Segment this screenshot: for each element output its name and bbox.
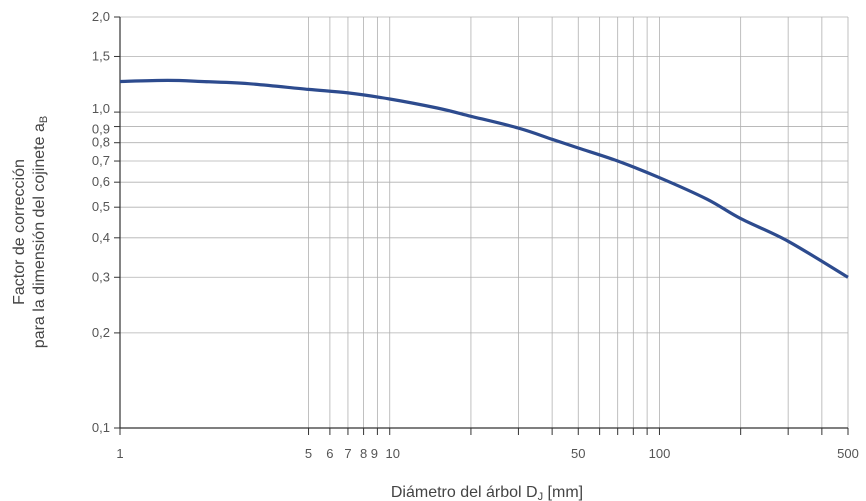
y-tick-label: 2,0: [92, 9, 110, 24]
series-line: [119, 78, 849, 279]
grid-lines: [120, 16, 849, 428]
y-tick-label: 0,9: [92, 122, 110, 137]
x-tick-label: 10: [385, 446, 399, 461]
y-tick-label: 1,5: [92, 48, 110, 63]
y-axis-title-line1: Factor de corrección: [11, 159, 28, 305]
axes: [119, 17, 848, 429]
x-axis-title-main: Diámetro del árbol D: [391, 484, 538, 501]
y-tick-label: 0,5: [92, 199, 110, 214]
x-tick-label: 1: [116, 446, 123, 461]
series-group: [119, 78, 849, 279]
x-tick-label: 50: [571, 446, 585, 461]
x-axis-title-suffix: [mm]: [543, 484, 583, 501]
x-tick-label: 500: [837, 446, 859, 461]
x-tick-label: 5: [305, 446, 312, 461]
y-tick-label: 0,2: [92, 325, 110, 340]
x-tick-label: 100: [649, 446, 671, 461]
y-axis-title-line2-main: para la dimensión del cojinete a: [31, 123, 48, 348]
y-tick-label: 0,1: [92, 420, 110, 435]
x-tick-label: 7: [344, 446, 351, 461]
y-axis-ticks: 0,1 0,2 0,3 0,4 0,5 0,6 0,7 0,80,9 1,0 1,5 2,0: [92, 9, 120, 435]
y-axis-title-line2: para la dimensión del cojinete aB: [31, 116, 50, 348]
y-tick-label: 0,6: [92, 174, 110, 189]
y-tick-label: 0,4: [92, 230, 110, 245]
x-axis-ticks: 1 5 6 7 8 9 10 50 100 500: [116, 428, 859, 461]
x-tick-label: 6: [326, 446, 333, 461]
x-tick-label: 9: [371, 446, 378, 461]
y-axis-title-line2-sub: B: [38, 116, 50, 123]
x-axis-title: Diámetro del árbol DJ [mm]: [391, 484, 583, 501]
x-axis-title-sub: J: [538, 491, 544, 501]
y-tick-label: 0,7: [92, 153, 110, 168]
y-tick-label: 1,0: [92, 101, 110, 116]
x-tick-label: 8: [360, 446, 367, 461]
y-tick-label: 0,8: [92, 135, 110, 150]
y-axis-title: Factor de corrección para la dimensión d…: [11, 116, 50, 348]
y-tick-label: 0,3: [92, 269, 110, 284]
